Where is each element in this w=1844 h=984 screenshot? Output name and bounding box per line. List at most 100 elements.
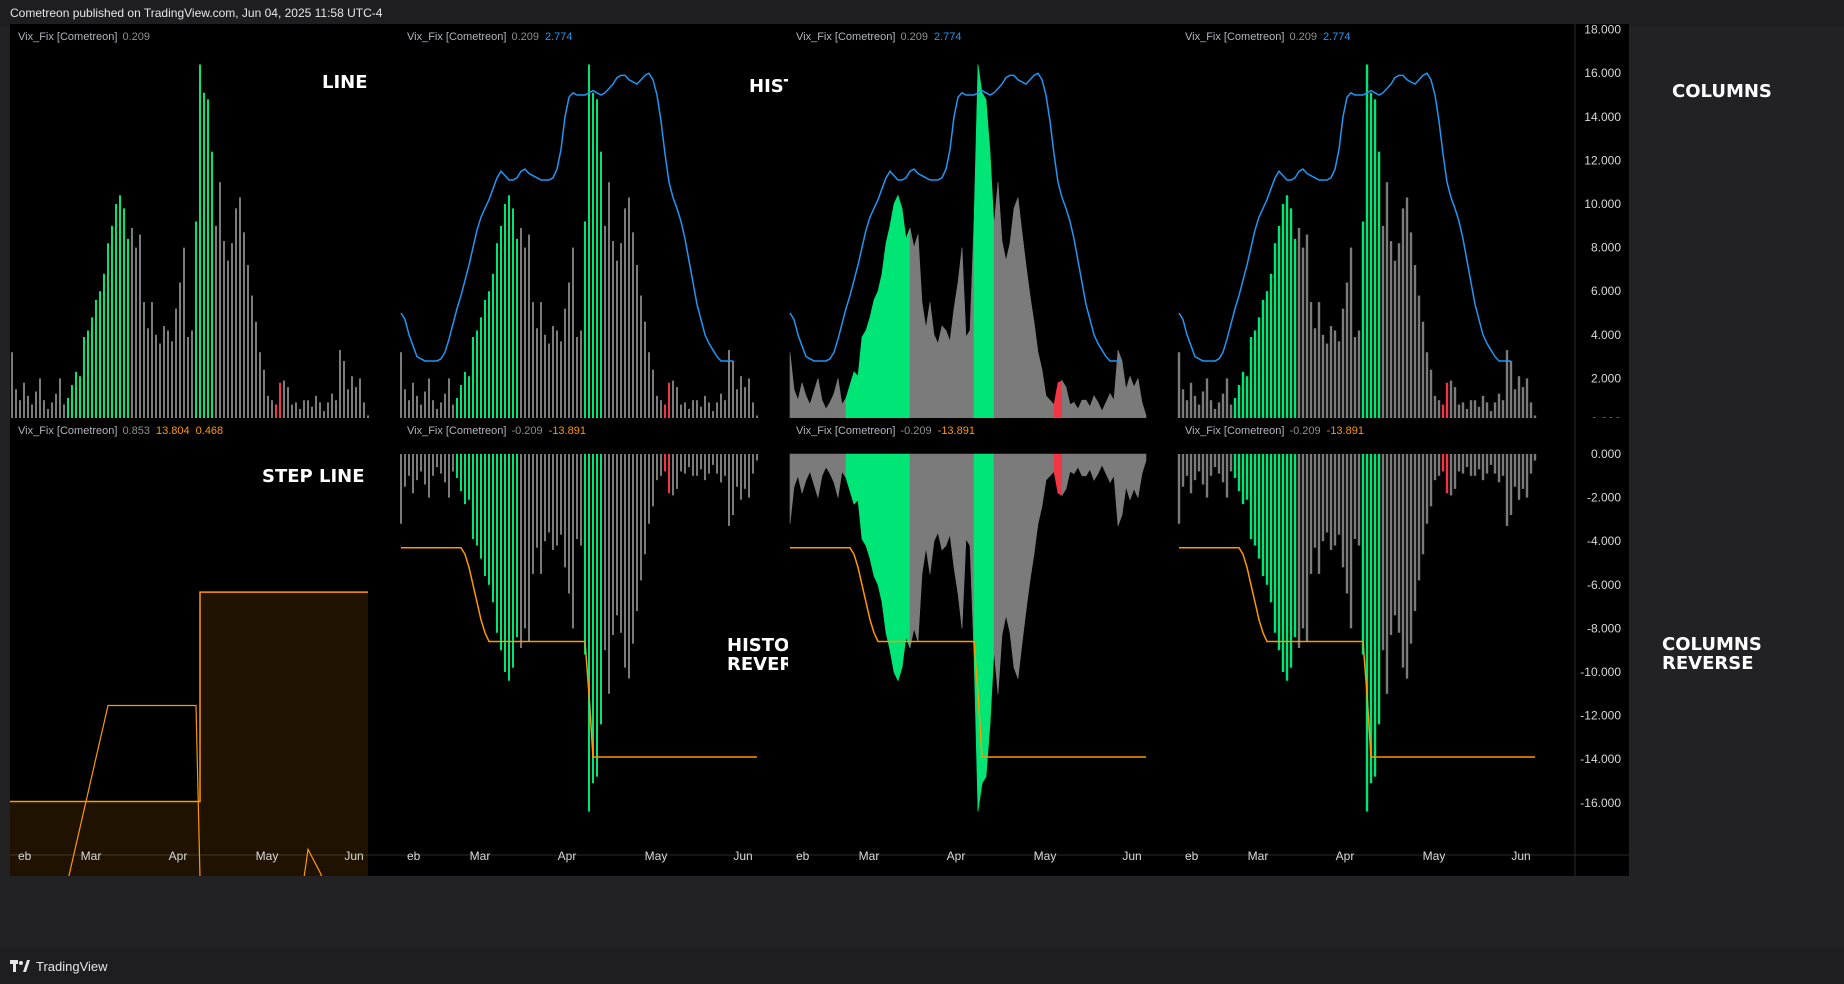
indicator-legend[interactable]: Vix_Fix [Cometreon] 0.853 13.804 0.468 [18,425,223,437]
bar [716,454,718,474]
bar [1325,343,1329,422]
bar [147,328,149,422]
area-segment [1133,453,1139,498]
indicator-value: 0.209 [1289,31,1317,43]
indicator-legend[interactable]: Vix_Fix [Cometreon] -0.209 -13.891 [1185,425,1364,437]
bar [496,243,498,422]
area-segment [1029,295,1035,423]
bar [1257,454,1261,559]
bar [1177,454,1181,524]
bar [492,454,494,603]
area-segment [877,453,883,603]
bar [275,404,277,422]
x-tick-label: Mar [470,849,491,863]
bar [11,352,13,422]
bar [1369,92,1373,422]
panel-histogram[interactable]: 18.00016.00014.00012.00010.0008.0006.000… [399,24,872,482]
bar [1485,402,1489,422]
bar [87,330,89,422]
panel-area[interactable]: 18.00016.00014.00012.00010.0008.0006.000… [788,24,1283,482]
area-segment [1033,321,1039,423]
bar [1317,302,1321,422]
indicator-value: -0.209 [1289,425,1321,437]
bar [1249,336,1253,422]
bar [1197,454,1201,472]
bar [203,92,205,422]
bar [1361,454,1365,655]
x-tick-label: Jun [1511,849,1530,863]
indicator-name: Vix_Fix [Cometreon] [407,425,507,437]
bar [1449,380,1453,422]
indicator-legend[interactable]: Vix_Fix [Cometreon] -0.209 -13.891 [796,425,975,437]
panel-columns-reverse[interactable]: 0.000 -2.000 -4.000 -6.000 -8.000 -10.000 -12.… [1177,418,1762,876]
bar [648,454,650,524]
area-segment [881,453,887,633]
bar [440,454,442,474]
bar [1465,454,1469,468]
bar [568,282,570,422]
indicator-legend[interactable]: Vix_Fix [Cometreon] -0.209 -13.891 [407,425,586,437]
bar [1217,402,1221,422]
area-segment [905,453,911,649]
bar [748,378,750,422]
bar [508,195,510,422]
bar [1357,454,1361,546]
panel-line[interactable]: 18.00016.00014.00012.00010.0008.0006.000… [10,24,462,482]
bar [704,454,706,481]
bar [504,454,506,672]
bar [299,408,301,422]
bar [736,389,738,422]
area-segment [837,378,843,423]
bar [1201,454,1205,485]
area-segment [1125,453,1131,500]
indicator-legend[interactable]: Vix_Fix [Cometreon] 0.209 2.774 [407,31,573,43]
indicator-legend[interactable]: Vix_Fix [Cometreon] 0.209 2.774 [796,31,962,43]
area-segment [1061,453,1067,497]
bar [744,454,746,489]
bar [155,334,157,422]
bar [83,336,85,422]
indicator-value: 2.774 [933,31,962,43]
panel-columns[interactable]: 18.000 16.000 14.000 12.000 10.000 8.000 6.000… [1177,24,1772,482]
area-segment [873,291,879,423]
lower-band-line [1179,546,1535,758]
area-segment [1025,265,1031,423]
panel-step-line[interactable]: 18.00016.00014.00012.00010.0008.0006.000… [10,418,462,876]
area-segment [797,453,803,494]
y-tick-label: 12.000 [1584,153,1621,167]
bar [752,402,754,422]
tradingview-logo[interactable]: TradingView [10,959,108,974]
area-segment [813,378,819,423]
area-segment [1041,369,1047,423]
x-tick-label: Mar [1248,849,1269,863]
x-tick-label: Apr [558,849,577,863]
y-tick-label: -14.000 [1580,752,1621,766]
bar [327,402,329,422]
area-segment [957,247,963,423]
x-tick-label: Jun [1122,849,1141,863]
bar [355,387,357,422]
indicator-legend[interactable]: Vix_Fix [Cometreon] 0.209 [18,31,150,43]
area-segment [1017,197,1023,423]
panel-area-reverse[interactable]: 0.000-2.000-4.000-6.000-8.000-10.000-12.… [788,418,1285,876]
bar [568,454,570,594]
indicator-legend[interactable]: Vix_Fix [Cometreon] 0.209 2.774 [1185,31,1351,43]
y-tick-label: -2.000 [1587,491,1621,505]
bar [1525,454,1529,498]
area-segment [1065,387,1071,423]
bar [456,398,458,422]
bar [1501,454,1505,476]
bar [1357,330,1361,422]
area-segment [865,317,871,423]
indicator-name: Vix_Fix [Cometreon] [796,31,896,43]
area-segment [793,453,799,487]
area-segment [1005,243,1011,423]
panel-histogram-reverse[interactable]: 0.000-2.000-4.000-6.000-8.000-10.000-12.… [399,418,851,876]
bar [163,326,165,422]
bar [696,400,698,422]
bar [652,454,654,507]
area-segment [877,273,883,423]
bar [1289,208,1293,422]
x-tick-label: May [256,849,279,863]
bar [183,247,185,422]
